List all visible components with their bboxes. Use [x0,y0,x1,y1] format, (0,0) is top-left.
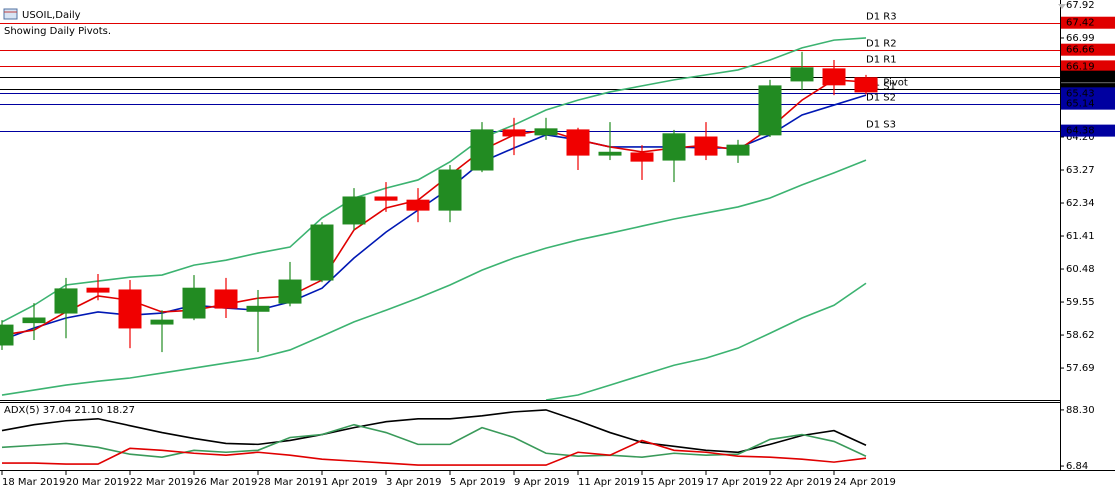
indicator-line [545,282,867,400]
candle-body [790,67,814,82]
candle-body [598,151,622,156]
y-tick-label: 66.99 [1066,33,1095,44]
price-box-label: 65.90 [1066,72,1095,83]
price-box [1061,97,1115,110]
x-tick-label: 11 Apr 2019 [578,477,640,488]
pivot-level-name: D1 R2 [866,39,897,50]
price-box [1061,87,1115,100]
x-tick-label: 18 Mar 2019 [2,477,65,488]
candle-body [182,287,206,319]
pivot-level-name: D1 S3 [866,120,896,131]
candle-body [758,85,782,136]
candle-body [566,129,590,156]
price-box-label: 66.66 [1066,45,1095,56]
price-box [1061,70,1115,83]
window-icon [3,8,18,20]
candle-body [406,199,430,211]
y-tick-label: 57.69 [1066,363,1095,374]
price-box [1061,60,1115,73]
price-box-label: 64.38 [1066,126,1095,137]
x-tick-label: 1 Apr 2019 [322,477,377,488]
indicator-title: ADX(5) 37.04 21.10 18.27 [4,405,135,416]
price-box-label: 66.19 [1066,61,1095,72]
y-tick-label: 63.27 [1066,165,1095,176]
chart-title: USOIL,Daily [22,10,81,21]
candle-body [694,136,718,156]
pivot-level-name: D1 R3 [866,12,897,23]
candle-body [310,224,334,281]
x-tick-label: 5 Apr 2019 [450,477,505,488]
price-box [1061,43,1115,56]
indicator-line [2,439,867,466]
x-tick-label: 22 Mar 2019 [130,477,193,488]
candle-body [438,169,462,211]
price-box-label: 65.14 [1066,99,1095,110]
candle-body [854,77,878,93]
candle-body [630,152,654,162]
x-tick-label: 9 Apr 2019 [514,477,569,488]
pivot-level-name: D1 R1 [866,55,897,66]
indicator-line [1,409,867,454]
y-tick-label: 62.34 [1066,198,1095,209]
y-tick-label: 88.30 [1066,405,1095,416]
candle-body [534,128,558,136]
candle-body [726,144,750,156]
x-tick-label: 26 Mar 2019 [194,477,257,488]
indicator-line [1,37,867,323]
candle-body [86,287,110,293]
candle-body [374,196,398,201]
price-box-label: 67.42 [1066,18,1095,29]
candle-body [470,129,494,171]
candle-body [0,324,14,346]
shift-marker [1058,4,1066,9]
candle-body [502,129,526,137]
candle-body [22,317,46,324]
y-tick-label: 6.84 [1066,461,1088,472]
y-tick-label: 59.55 [1066,297,1095,308]
x-tick-label: 22 Apr 2019 [770,477,832,488]
pivot-level-name: D1 S2 [866,93,896,104]
price-box [1061,16,1115,29]
candle-body [118,289,142,329]
y-tick-label: 67.92 [1066,0,1095,11]
indicator-line [1,79,867,336]
candle-body [54,288,78,314]
y-tick-label: 64.20 [1066,132,1095,143]
candle-body [150,319,174,325]
candle-body [278,279,302,304]
pivot-level-name: D1 S1 [866,82,896,93]
y-tick-label: 58.62 [1066,330,1095,341]
price-box-label: 65.43 [1066,88,1095,99]
candle-body [246,305,270,312]
candle-body [214,289,238,309]
candle-body [662,133,686,161]
x-tick-label: 20 Mar 2019 [66,477,129,488]
x-tick-label: 15 Apr 2019 [642,477,704,488]
chart-subtitle: Showing Daily Pivots. [4,26,111,37]
y-tick-label: 60.48 [1066,264,1095,275]
candle-body [822,68,846,86]
pivot-level-name: D1 Pivot [866,78,908,89]
x-tick-label: 24 Apr 2019 [834,477,896,488]
x-tick-label: 17 Apr 2019 [706,477,768,488]
y-tick-label: 61.41 [1066,231,1095,242]
x-tick-label: 3 Apr 2019 [386,477,441,488]
x-tick-label: 28 Mar 2019 [258,477,321,488]
indicator-line [1,159,867,396]
candle-body [342,196,366,225]
price-box [1061,124,1115,137]
